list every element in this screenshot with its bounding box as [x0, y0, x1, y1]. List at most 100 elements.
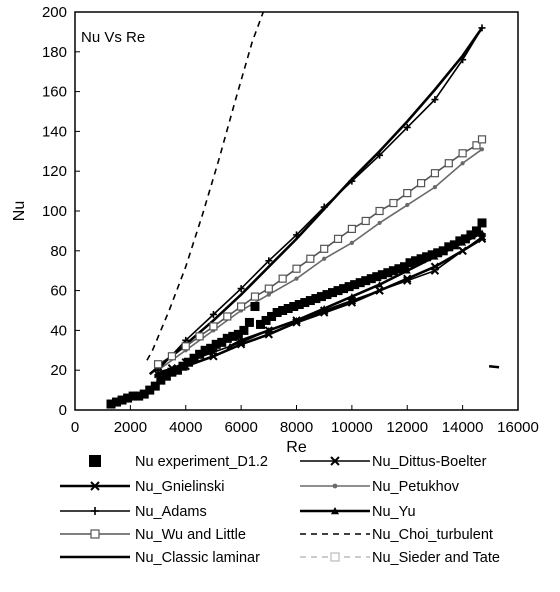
data-point-nu-experiment-d1-2 [394, 264, 404, 274]
data-point-nu-petukhov [266, 292, 271, 297]
data-point-nu-gnielinski [153, 369, 163, 379]
series-points-nu-gnielinski [153, 234, 487, 379]
data-point-nu-yu [376, 281, 384, 288]
data-point-nu-wu-and-little [292, 264, 301, 273]
data-point-nu-experiment-d1-2 [416, 254, 426, 264]
data-point-nu-experiment-d1-2 [106, 399, 116, 409]
data-point-nu-wu-and-little [181, 342, 190, 351]
data-point-nu-experiment-d1-2 [267, 311, 277, 321]
data-point-nu-petukhov [377, 220, 382, 226]
legend: Nu experiment_D1.2 Nu_Dittus-Boelter Nu_Gn… [60, 454, 500, 566]
y-tick-label: 200 [42, 4, 67, 21]
data-point-nu-experiment-d1-2 [250, 302, 260, 312]
data-point-nu-gnielinski [430, 262, 440, 271]
data-point-nu-experiment-d1-2 [239, 325, 249, 335]
data-point-nu-experiment-d1-2 [427, 250, 437, 260]
data-point-nu-wu-and-little [458, 149, 467, 158]
series-points-nu-adams [154, 24, 486, 374]
legend-label-nu-experiment-d1-2: Nu experiment_D1.2 [135, 454, 268, 470]
data-point-nu-adams [376, 151, 384, 159]
legend-marker-nu-dittus-boelter [330, 456, 340, 466]
data-point-nu-experiment-d1-2 [167, 367, 177, 377]
series-line-nu-classic-laminar [148, 27, 484, 376]
series-points-nu-petukhov [155, 147, 485, 373]
data-point-nu-petukhov [405, 202, 410, 208]
data-point-nu-adams [431, 96, 439, 104]
data-point-nu-gnielinski [403, 274, 412, 283]
legend-item-nu-wu-and-little: Nu_Wu and Little [60, 527, 246, 543]
data-point-nu-wu-and-little [347, 224, 356, 234]
marker-layer [106, 24, 500, 409]
legend-item-nu-petukhov: Nu_Petukhov [300, 479, 460, 495]
data-point-nu-wu-and-little [333, 234, 343, 243]
data-point-nu-experiment-d1-2 [311, 294, 321, 304]
data-point-nu-experiment-d1-2 [339, 284, 349, 294]
data-point-nu-experiment-d1-2 [460, 234, 470, 244]
data-point-nu-experiment-d1-2 [150, 381, 160, 391]
data-point-nu-experiment-d1-2 [383, 268, 393, 278]
data-point-nu-experiment-d1-2 [411, 256, 421, 266]
data-point-nu-adams [403, 123, 411, 131]
data-point-nu-dittus-boelter [403, 276, 412, 285]
y-tick-label: 40 [50, 322, 67, 339]
data-point-nu-wu-and-little [389, 198, 398, 208]
data-point-nu-wu-and-little [278, 274, 287, 283]
legend-label-nu-sieder-and-tate: Nu_Sieder and Tate [372, 550, 500, 566]
data-point-nu-wu-and-little [477, 135, 487, 144]
data-point-nu-experiment-d1-2 [333, 286, 343, 296]
data-point-nu-yu [265, 326, 273, 334]
legend-item-nu-gnielinski: Nu_Gnielinski [60, 479, 224, 495]
data-point-nu-experiment-d1-2 [228, 331, 238, 341]
legend-label-nu-classic-laminar: Nu_Classic laminar [135, 550, 260, 566]
data-point-nu-petukhov [349, 240, 354, 245]
data-point-nu-experiment-d1-2 [283, 304, 293, 314]
data-point-nu-gnielinski [209, 352, 218, 361]
data-point-nu-yu [320, 305, 328, 312]
data-point-nu-experiment-d1-2 [278, 306, 288, 315]
data-point-nu-experiment-d1-2 [305, 296, 315, 306]
data-point-nu-wu-and-little [209, 322, 218, 331]
plot-frame [74, 11, 519, 411]
data-point-nu-experiment-d1-2 [372, 272, 382, 282]
series-line-nu-adams [157, 27, 483, 371]
data-point-nu-wu-and-little [306, 254, 315, 263]
data-point-nu-wu-and-little [167, 352, 177, 361]
series-points-nu-wu-and-little [153, 135, 487, 369]
data-point-nu-gnielinski [477, 234, 487, 244]
legend-label-nu-adams: Nu_Adams [135, 504, 207, 520]
x-axis-title: Re [286, 439, 307, 456]
legend-marker-nu-yu [331, 507, 339, 515]
series-points-nu-experiment-d1-2 [106, 218, 487, 409]
data-point-nu-wu-and-little [430, 169, 440, 178]
data-point-nu-adams [265, 257, 273, 265]
data-point-nu-wu-and-little [223, 312, 232, 321]
data-point-nu-experiment-d1-2 [123, 393, 133, 403]
legend-label-nu-choi-turbulent: Nu_Choi_turbulent [372, 527, 493, 543]
data-point-nu-wu-and-little [153, 360, 163, 369]
legend-item-nu-choi-turbulent: Nu_Choi_turbulent [300, 527, 493, 543]
data-point-nu-experiment-d1-2 [272, 307, 282, 317]
data-point-nu-wu-and-little [361, 216, 370, 226]
data-point-nu-experiment-d1-2 [316, 292, 326, 302]
data-point-nu-wu-and-little [375, 206, 384, 216]
legend-item-nu-adams: Nu_Adams [60, 504, 207, 520]
data-point-nu-experiment-d1-2 [222, 333, 232, 343]
stray-mark [488, 364, 500, 369]
data-point-nu-yu [226, 342, 234, 350]
data-point-nu-petukhov [460, 161, 465, 166]
legend-marker-nu-gnielinski [90, 481, 100, 491]
legend-marker-nu-petukhov [332, 483, 338, 489]
x-tick-label: 4000 [169, 419, 202, 436]
data-point-nu-wu-and-little [444, 159, 453, 168]
data-point-nu-experiment-d1-2 [366, 274, 376, 284]
data-point-nu-yu [237, 336, 245, 344]
data-point-nu-experiment-d1-2 [344, 282, 354, 292]
data-point-nu-experiment-d1-2 [388, 266, 398, 276]
data-point-nu-yu [459, 239, 467, 246]
data-point-nu-yu [478, 229, 486, 236]
series-layer [146, 11, 484, 376]
y-tick-label: 140 [42, 123, 67, 140]
data-point-nu-adams [293, 231, 300, 239]
data-point-nu-yu [348, 293, 356, 300]
data-point-nu-experiment-d1-2 [139, 389, 149, 399]
